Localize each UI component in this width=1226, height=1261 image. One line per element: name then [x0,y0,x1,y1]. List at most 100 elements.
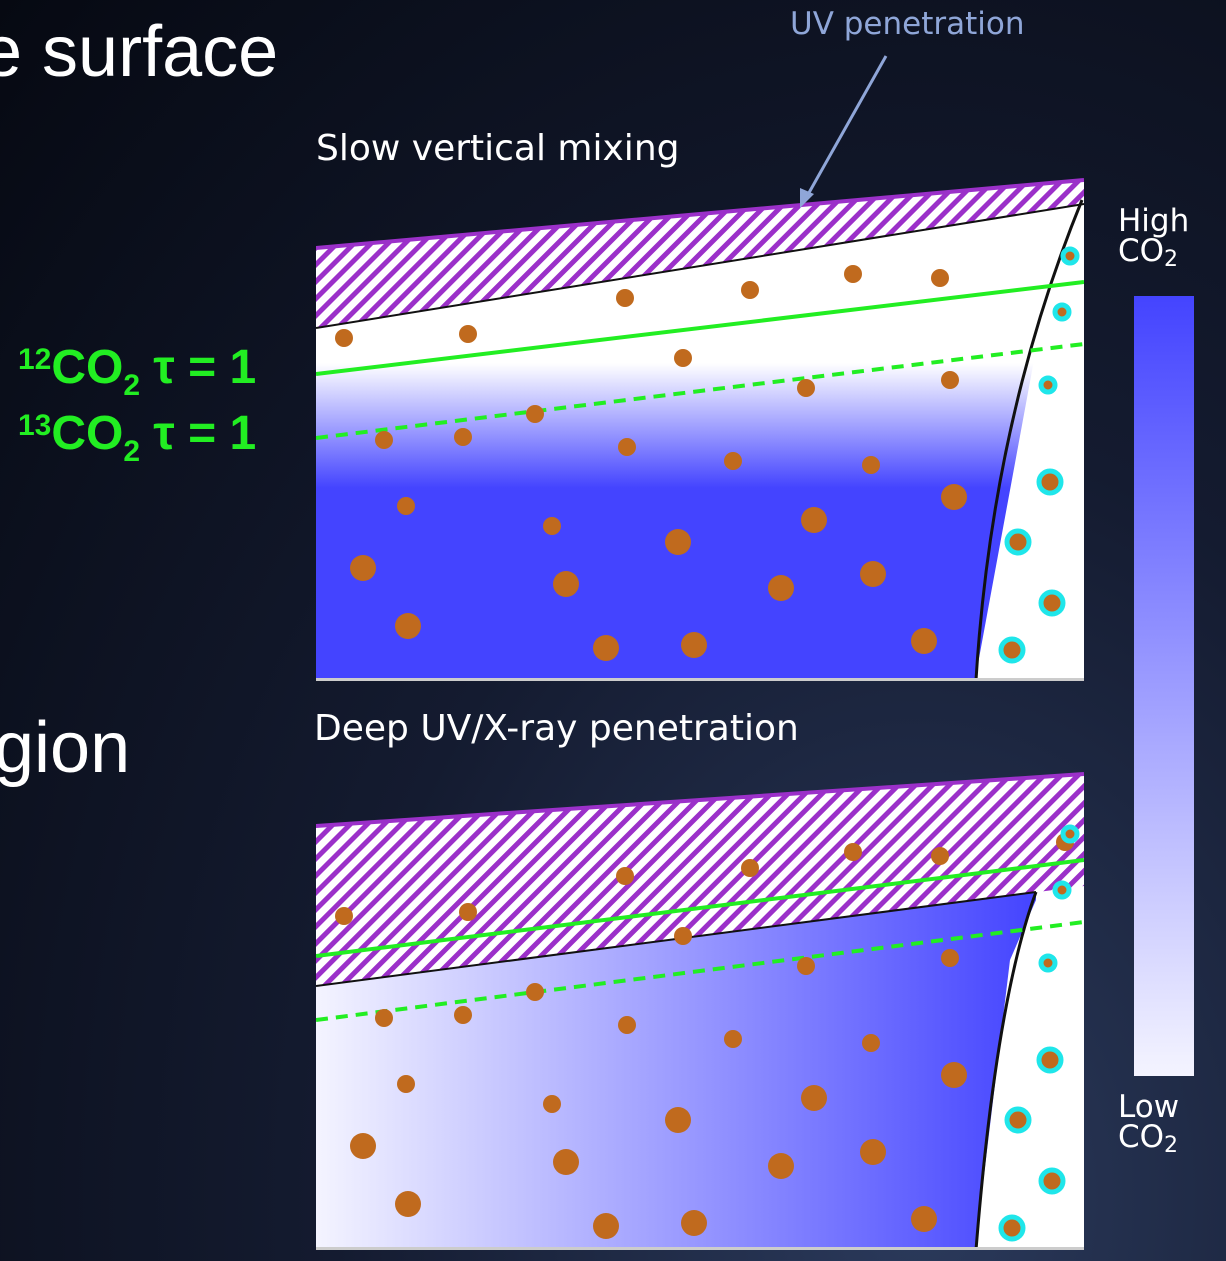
dust-grain [618,438,636,456]
dust-grain [616,289,634,307]
panel1-13co2-tau-line [316,342,1084,440]
dust-grain [395,1191,421,1217]
icy-grain [1038,589,1066,617]
icy-grain [998,636,1026,664]
dust-grain [844,843,862,861]
dust-grain [553,1149,579,1175]
icy-grain [1004,528,1032,556]
panel-title-slow-mixing: Slow vertical mixing [316,128,680,169]
dust-grain [681,1210,707,1236]
dust-grain [593,1213,619,1239]
icy-grain [1060,246,1080,266]
dust-grain [797,379,815,397]
dust-grain [741,859,759,877]
dust-grain [724,1030,742,1048]
dust-grain [395,613,421,639]
uv-penetration-label: UV penetration [790,6,1025,42]
dust-grain [797,957,815,975]
dust-grain [911,1206,937,1232]
colorbar-low-label: Low CO2 [1118,1089,1180,1159]
icy-grain [1004,1106,1032,1134]
panel1-grains [335,265,967,661]
icy-grain [1036,468,1064,496]
panel1-uv-hatch-layer [316,180,1084,328]
dust-grain [862,1034,880,1052]
dust-grain [616,867,634,885]
icy-grain [1038,1167,1066,1195]
dust-grain [350,1133,376,1159]
dust-grain [665,529,691,555]
dust-grain [618,1016,636,1034]
icy-grain [1036,1046,1064,1074]
icy-grain [1038,953,1058,973]
tau-label-13co2: 13CO2 τ = 1 [18,407,257,468]
dust-grain [674,927,692,945]
dust-grain [860,1139,886,1165]
panel1-co2-gradient [316,200,1080,680]
dust-grain [543,1095,561,1113]
icy-grain [1060,824,1080,844]
dust-grain [665,1107,691,1133]
dust-grain [454,428,472,446]
panel2-bottom-border [316,1247,1084,1250]
dust-grain [941,949,959,967]
dust-grain [801,1085,827,1111]
dust-grain [553,571,579,597]
dust-grain [526,983,544,1001]
dust-grain [674,349,692,367]
panel-title-deep-uv: Deep UV/X-ray penetration [314,708,799,749]
icy-grain [1052,302,1072,322]
uv-arrow-head [800,188,814,208]
dust-grain [375,1009,393,1027]
dust-grain [335,329,353,347]
panel2-midplane-curve [974,891,1038,1250]
panel1-12co2-tau-line [316,280,1084,376]
dust-grain [543,517,561,535]
dust-grain [741,281,759,299]
panel-deep-uv [316,772,1084,1250]
panel1-midplane-curve [974,199,1084,680]
panel2-hatch-top-edge [316,772,1084,828]
panel2-12co2-tau-line [316,858,1084,958]
tau-label-12co2: 12CO2 τ = 1 [18,341,257,402]
dust-grain [860,561,886,587]
dust-grain [931,269,949,287]
dust-grain [397,497,415,515]
colorbar-high-label: High CO2 [1118,203,1190,273]
panel1-hatch-top-edge [316,178,1084,250]
dust-grain [681,632,707,658]
dust-grain [459,325,477,343]
slide-text-fragment-middle: gion [0,708,131,788]
panel1-bottom-border [316,678,1084,681]
panel2-grains [335,833,1074,1239]
dust-grain [862,456,880,474]
dust-grain [350,555,376,581]
panel-slow-mixing [316,178,1084,680]
dust-grain [459,903,477,921]
panel2-13co2-tau-line [316,920,1084,1022]
uv-arrow-shaft [804,55,888,199]
dust-grain [724,452,742,470]
dust-grain [526,405,544,423]
dust-grain [941,484,967,510]
dust-grain [768,575,794,601]
dust-grain [931,847,949,865]
icy-grain [998,1214,1026,1242]
dust-grain [768,1153,794,1179]
dust-grain [911,628,937,654]
dust-grain [941,1062,967,1088]
dust-grain [335,907,353,925]
dust-grain [844,265,862,283]
dust-grain [801,507,827,533]
panel1-hatch-bottom-edge [316,203,1084,329]
panel2-co2-gradient [316,892,1036,1250]
dust-grain [397,1075,415,1093]
dust-grain [593,635,619,661]
slide-text-fragment-top: e surface [0,12,279,92]
colorbar [1134,296,1194,1076]
dust-grain [454,1006,472,1024]
dust-grain [941,371,959,389]
icy-grain [1052,880,1072,900]
panel1-icy-grains [998,246,1080,664]
